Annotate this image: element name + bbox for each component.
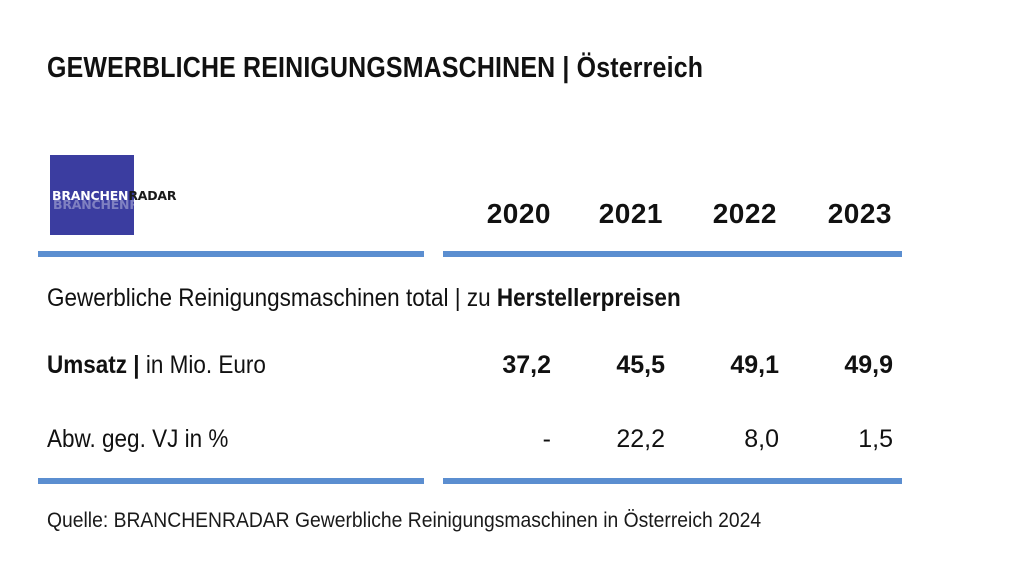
section-heading-prefix: Gewerbliche Reinigungsmaschinen total | … xyxy=(47,284,497,312)
column-header-2021: 2021 xyxy=(598,198,663,229)
cell-umsatz-2021: 45,5 xyxy=(616,351,665,379)
column-header-2022: 2022 xyxy=(712,198,777,229)
cell-umsatz-2022: 49,1 xyxy=(730,351,779,379)
cell-umsatz-2023: 49,9 xyxy=(844,351,893,379)
row-label-umsatz: Umsatz | in Mio. Euro xyxy=(47,351,266,380)
logo-reflection: BRANCHENRADAR xyxy=(53,197,178,212)
column-header-2023: 2023 xyxy=(827,198,892,229)
logo-text-branchen: BRANCHEN xyxy=(52,188,129,203)
row-label-umsatz-unit: in Mio. Euro xyxy=(139,351,266,379)
cell-abw-2020: - xyxy=(542,425,551,453)
row-label-abw: Abw. geg. VJ in % xyxy=(47,425,229,453)
row-label-umsatz-bold: Umsatz | xyxy=(47,351,140,379)
header-divider-right xyxy=(443,251,902,257)
cell-umsatz-2020: 37,2 xyxy=(502,351,551,379)
column-header-2020: 2020 xyxy=(486,198,551,229)
chart-title: GEWERBLICHE REINIGUNGSMASCHINEN | Österr… xyxy=(47,52,704,84)
footer-divider-right xyxy=(443,478,902,484)
source-note: Quelle: BRANCHENRADAR Gewerbliche Reinig… xyxy=(47,509,762,532)
logo-text: BRANCHENRADAR xyxy=(52,188,177,203)
brancheneradar-logo xyxy=(50,155,134,235)
section-heading: Gewerbliche Reinigungsmaschinen total | … xyxy=(47,284,681,313)
logo-text-radar: RADAR xyxy=(128,188,177,203)
cell-abw-2022: 8,0 xyxy=(744,425,779,453)
section-heading-emphasis: Herstellerpreisen xyxy=(496,284,681,312)
header-divider-left xyxy=(38,251,424,257)
cell-abw-2023: 1,5 xyxy=(858,425,893,453)
footer-divider-left xyxy=(38,478,424,484)
cell-abw-2021: 22,2 xyxy=(616,425,665,453)
